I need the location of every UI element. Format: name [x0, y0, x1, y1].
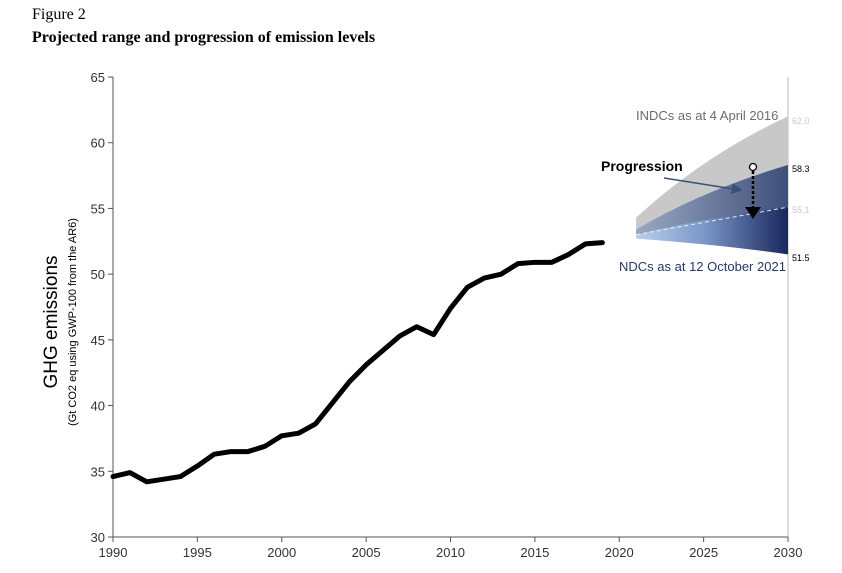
- end-label-indc-high: 62.0: [792, 116, 810, 126]
- y-tick-label: 55: [91, 201, 105, 216]
- y-axis-title: GHG emissions: [41, 255, 62, 388]
- y-tick-group: 30 35 40 45 50 55 60 65: [91, 70, 113, 545]
- y-axis-subtitle: (Gt CO2 eq using GWP-100 from the AR6): [67, 218, 79, 426]
- x-tick-label: 1990: [99, 545, 128, 560]
- y-tick-label: 40: [91, 399, 105, 414]
- y-tick-label: 50: [91, 267, 105, 282]
- x-tick-label: 1995: [183, 545, 212, 560]
- ndc-band-label: NDCs as at 12 October 2021: [619, 259, 786, 274]
- x-tick-label: 2025: [689, 545, 718, 560]
- figure-title: Projected range and progression of emiss…: [32, 29, 376, 46]
- progression-annotation: [663, 162, 761, 219]
- y-tick-label: 60: [91, 136, 105, 151]
- projection-bands: [636, 116, 789, 255]
- figure-label: Figure 2: [32, 6, 86, 23]
- y-tick-label: 65: [91, 70, 105, 85]
- x-tick-label: 2010: [436, 545, 465, 560]
- band-divider-line: [636, 206, 789, 236]
- end-label-ndc-high: 58.3: [792, 164, 810, 174]
- x-tick-label: 2030: [774, 545, 803, 560]
- progression-mid-band: [636, 165, 788, 235]
- progression-label: Progression: [601, 158, 683, 174]
- ndc-band: [636, 207, 788, 255]
- indc-band-label: INDCs as at 4 April 2016: [636, 108, 778, 123]
- y-tick-label: 30: [91, 530, 105, 545]
- progression-start-dot: [748, 162, 758, 172]
- x-tick-label: 2005: [352, 545, 381, 560]
- x-tick-label: 2000: [267, 545, 296, 560]
- y-tick-label: 35: [91, 464, 105, 479]
- progression-arrowhead: [745, 207, 761, 219]
- x-tick-group: 1990 1995 2000 2005 2010 2015 2020 2025 2030: [99, 537, 803, 560]
- y-tick-label: 45: [91, 333, 105, 348]
- x-tick-label: 2020: [605, 545, 634, 560]
- end-label-ndc-low: 51.5: [792, 253, 810, 263]
- x-tick-label: 2015: [520, 545, 549, 560]
- history-series-line: [110, 240, 605, 485]
- progression-pointer-arrow: [663, 177, 743, 195]
- end-label-indc-low: 55.1: [792, 205, 810, 215]
